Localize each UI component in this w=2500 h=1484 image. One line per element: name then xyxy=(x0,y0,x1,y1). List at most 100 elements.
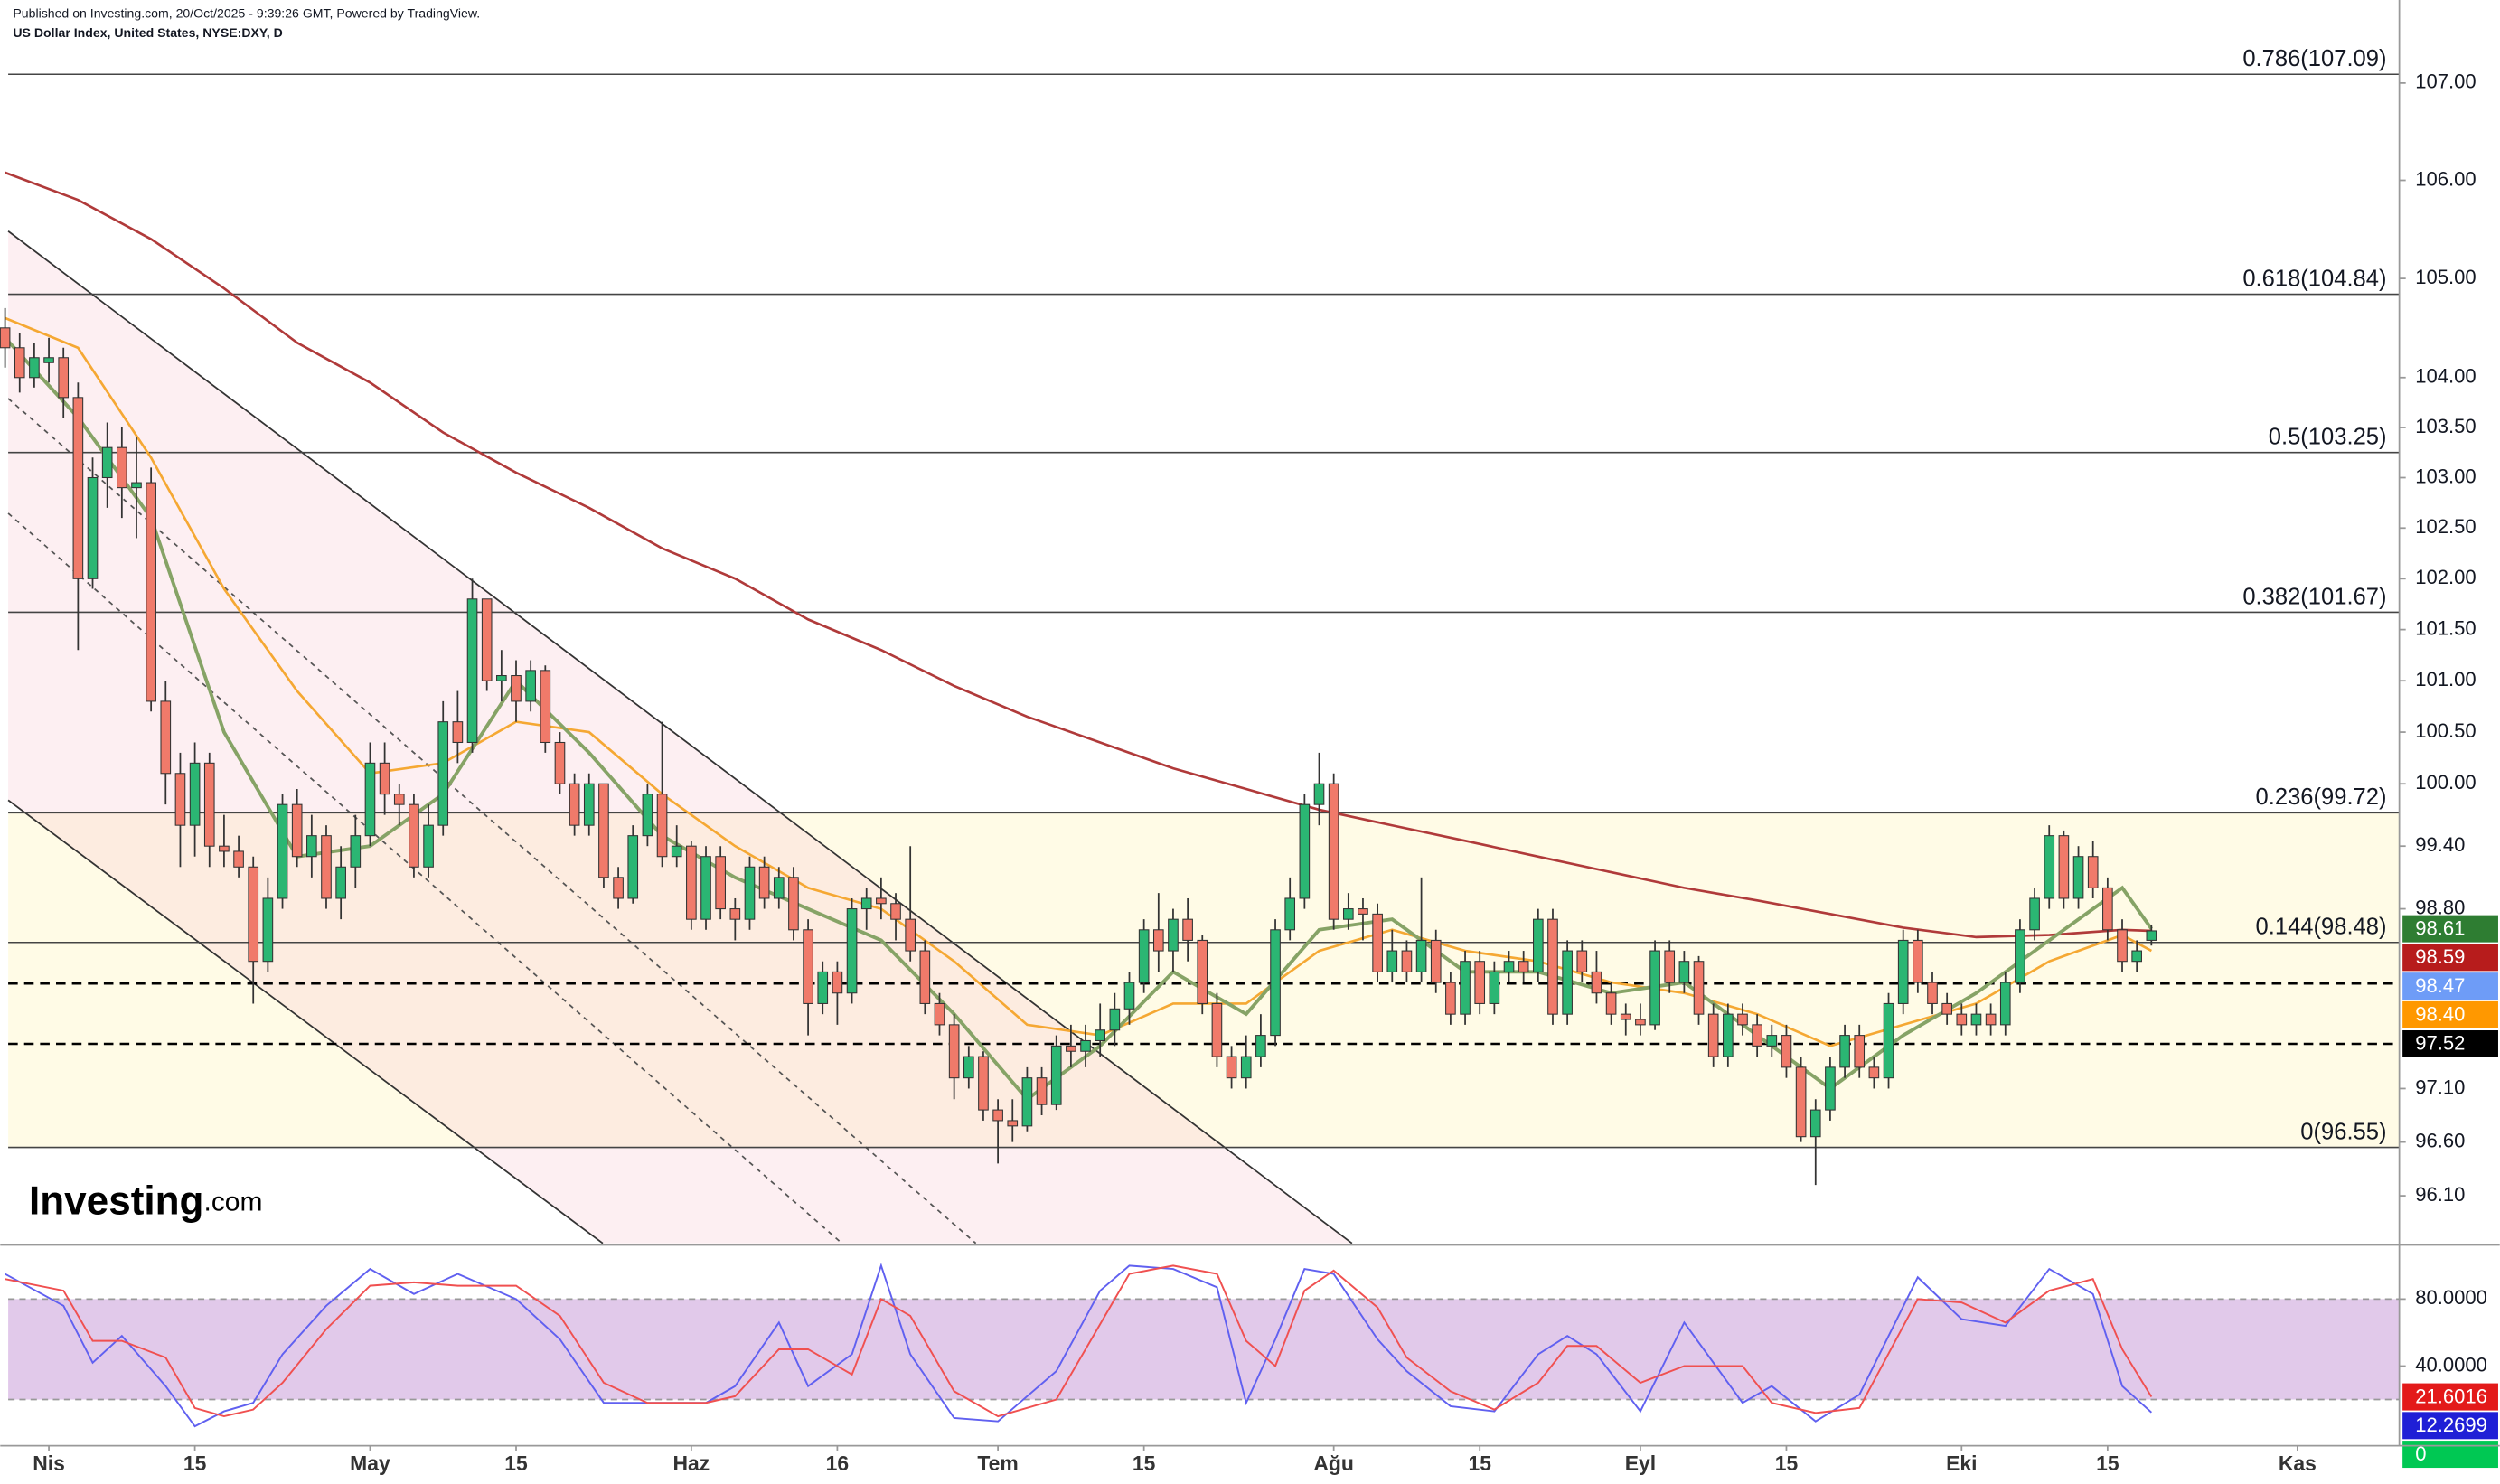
candle-body xyxy=(1883,1002,1894,1079)
y-tick-label: 99.40 xyxy=(2415,833,2465,856)
candle-body xyxy=(1445,982,1456,1015)
y-tick-label: 96.10 xyxy=(2415,1183,2465,1206)
candle-body xyxy=(58,357,70,399)
price-label-box xyxy=(2402,1030,2498,1057)
y-tick-label: 104.00 xyxy=(2415,365,2476,388)
stoch-label: 12.2699 xyxy=(2415,1414,2487,1436)
price-label-box xyxy=(2402,972,2498,1000)
candle-body xyxy=(1825,1066,1836,1111)
candle-body xyxy=(1854,1035,1866,1068)
candle-body xyxy=(2131,950,2142,963)
candle-body xyxy=(554,741,566,784)
candle-body xyxy=(1080,1039,1091,1052)
symbol-title: US Dollar Index, United States, NYSE:DXY… xyxy=(13,25,282,40)
candle-body xyxy=(2102,887,2113,931)
candle-body xyxy=(876,897,887,905)
candle-body xyxy=(948,1024,960,1079)
stoch-label-box xyxy=(2402,1383,2498,1411)
fib-label: 0.618(104.84) xyxy=(2242,266,2386,291)
candle-body xyxy=(1503,961,1515,972)
published-note: Published on Investing.com, 20/Oct/2025 … xyxy=(13,6,480,21)
candle-body xyxy=(1533,918,1544,972)
candle-body xyxy=(656,794,668,858)
candle-body xyxy=(321,835,332,899)
price-label-box xyxy=(2402,1000,2498,1028)
y-tick-label: 105.00 xyxy=(2415,266,2476,288)
x-tick-label: Eyl xyxy=(1625,1451,1656,1475)
y-tick-label: 97.10 xyxy=(2415,1075,2465,1098)
candle-body xyxy=(350,835,362,868)
candle-body xyxy=(905,918,916,952)
x-tick-label: Eki xyxy=(1946,1451,1977,1475)
candle-body xyxy=(1284,897,1296,931)
candle-body xyxy=(1386,950,1398,972)
candle-body xyxy=(409,803,419,868)
candle-body xyxy=(978,1056,989,1111)
candle-body xyxy=(1226,1056,1237,1079)
candle-body xyxy=(1430,939,1442,983)
candle-body xyxy=(1401,950,1413,972)
y-tick-label: 103.50 xyxy=(2415,415,2476,437)
candle-body xyxy=(817,971,829,1004)
candle-body xyxy=(131,482,142,489)
candle-body xyxy=(2072,856,2084,899)
candle-body xyxy=(1036,1077,1048,1105)
candle-body xyxy=(773,877,785,899)
candle-body xyxy=(1649,950,1660,1026)
candle-body xyxy=(101,446,113,479)
candle-body xyxy=(1240,1056,1252,1079)
price-label: 98.59 xyxy=(2415,945,2465,968)
candle-body xyxy=(744,866,756,920)
channel-line xyxy=(7,230,1353,1244)
candle-body xyxy=(788,877,799,931)
candle-body xyxy=(1678,961,1690,983)
y-tick-label: 100.00 xyxy=(2415,771,2476,794)
candle-body xyxy=(2117,929,2128,963)
candle-body xyxy=(1707,1013,1719,1057)
candle-body xyxy=(919,950,931,1004)
candle-body xyxy=(846,908,858,994)
fib-label: 0.236(99.72) xyxy=(2256,784,2387,810)
x-tick-label: Tem xyxy=(977,1451,1018,1475)
y-tick-label: 101.50 xyxy=(2415,616,2476,639)
x-tick-label: 15 xyxy=(183,1451,207,1475)
candle-body xyxy=(1591,971,1602,994)
candle-body xyxy=(2029,897,2040,931)
price-label: 98.47 xyxy=(2415,974,2465,997)
candle-body xyxy=(1372,913,1383,972)
candle-body xyxy=(1299,803,1311,899)
candle-body xyxy=(715,856,726,910)
price-label: 98.61 xyxy=(2415,916,2465,939)
candle-body xyxy=(1313,783,1325,805)
candle-body xyxy=(686,845,697,920)
candle-body xyxy=(335,866,346,899)
candle-body xyxy=(14,347,25,379)
candle-body xyxy=(248,866,259,963)
candle-body xyxy=(511,675,522,702)
y-tick-label: 98.80 xyxy=(2415,896,2465,918)
candle-body xyxy=(992,1109,1003,1122)
candle-body xyxy=(364,762,376,837)
y-tick-label: 102.50 xyxy=(2415,515,2476,538)
candle-body xyxy=(1766,1035,1778,1047)
candle-body xyxy=(1956,1013,1968,1026)
candle-body xyxy=(1970,1013,1982,1026)
candle-body xyxy=(1547,918,1558,1015)
candle-body xyxy=(87,476,99,579)
candle-body xyxy=(1518,961,1529,972)
candle-body xyxy=(1415,939,1427,972)
candle-body xyxy=(1050,1045,1062,1105)
price-label-box xyxy=(2402,915,2498,943)
candle-body xyxy=(233,850,244,868)
x-tick-label: Haz xyxy=(672,1451,710,1475)
candle-body xyxy=(832,971,843,994)
candle-body xyxy=(1066,1045,1076,1052)
candle-body xyxy=(1737,1013,1748,1026)
candle-body xyxy=(452,721,464,744)
fib-label: 0.786(107.09) xyxy=(2242,46,2386,71)
candle-body xyxy=(1752,1024,1762,1047)
fib-label: 0.5(103.25) xyxy=(2269,425,2387,450)
x-tick-label: 15 xyxy=(1775,1451,1799,1475)
candle-body xyxy=(1168,918,1179,952)
